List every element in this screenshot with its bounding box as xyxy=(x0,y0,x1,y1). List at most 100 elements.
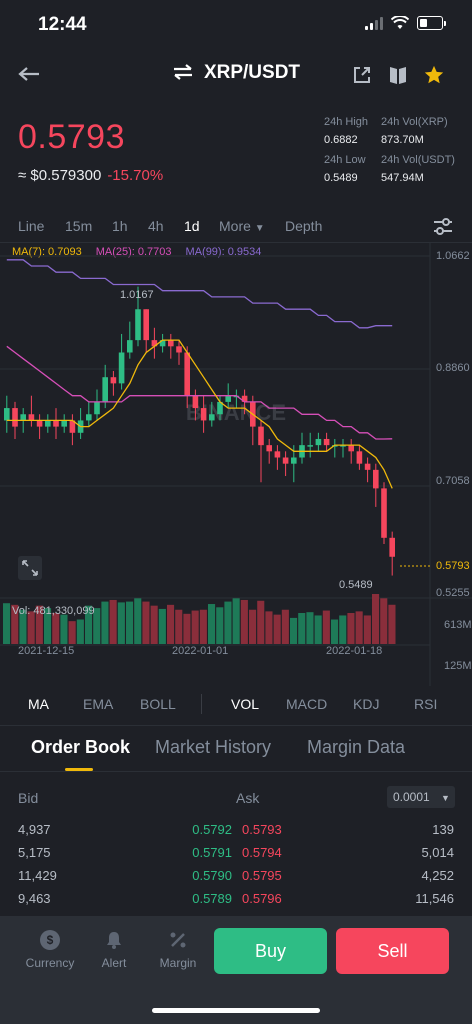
indicator-vol[interactable]: VOL xyxy=(231,696,260,712)
volume-bar xyxy=(27,611,35,644)
pair-title[interactable]: XRP/USDT xyxy=(0,62,472,84)
stat-vol-xrp-value: 873.70M xyxy=(381,134,424,146)
ma7-label: MA(7): 0.7093 xyxy=(12,246,82,258)
bid-size: 4,937 xyxy=(18,822,51,837)
volume-bar xyxy=(347,613,355,644)
candle-body xyxy=(364,463,371,470)
candle-body xyxy=(291,457,297,464)
tf-1h[interactable]: 1h xyxy=(112,218,128,234)
axis-price-5: 0.5255 xyxy=(436,587,470,599)
settings-sliders-icon[interactable] xyxy=(432,218,454,236)
ask-size: 11,546 xyxy=(415,891,454,906)
candle-body xyxy=(274,451,281,458)
candle-body xyxy=(373,469,379,489)
ask-price: 0.5794 xyxy=(242,845,282,860)
nav-margin[interactable]: Margin xyxy=(148,930,208,970)
candle-body xyxy=(381,488,387,538)
tf-15m[interactable]: 15m xyxy=(65,218,93,234)
volume-bar xyxy=(126,601,134,644)
candle-body xyxy=(340,445,346,447)
volume-bar xyxy=(265,611,273,644)
stat-vol-usdt-value: 547.94M xyxy=(381,172,424,184)
bid-header: Bid xyxy=(18,790,39,806)
volume-bar xyxy=(3,603,11,644)
tab-market-history[interactable]: Market History xyxy=(155,737,272,757)
candle-body xyxy=(348,445,354,452)
candlestick-chart[interactable]: BINANCE 1.0167 0.5489 xyxy=(0,242,472,686)
caret-down-icon: ▼ xyxy=(254,223,265,234)
ask-size: 5,014 xyxy=(421,845,454,860)
tab-margin-data[interactable]: Margin Data xyxy=(307,737,406,757)
candle-body xyxy=(69,420,76,433)
candle-body xyxy=(315,438,322,446)
stat-high-label: 24h High xyxy=(324,116,369,128)
bid-price: 0.5789 xyxy=(192,891,232,906)
tf-more[interactable]: More ▼ xyxy=(219,218,265,234)
percent-icon xyxy=(170,932,186,948)
back-arrow-icon[interactable] xyxy=(18,66,40,82)
battery-icon xyxy=(417,16,446,30)
bid-size: 5,175 xyxy=(18,845,51,860)
tf-depth[interactable]: Depth xyxy=(285,218,323,234)
volume-bar xyxy=(306,612,314,644)
orderbook-row[interactable]: 4,937 0.5792 0.5793 139 xyxy=(0,822,472,848)
volume-bar xyxy=(85,605,93,644)
volume-bar xyxy=(355,611,363,644)
volume-bar xyxy=(183,613,191,644)
fiat-price: ≈ $0.579300 -15.70% xyxy=(18,167,163,184)
volume-bar xyxy=(191,610,199,644)
indicator-kdj[interactable]: KDJ xyxy=(353,696,380,712)
tab-order-book[interactable]: Order Book xyxy=(31,737,131,757)
bid-price: 0.5792 xyxy=(192,822,232,837)
indicator-macd[interactable]: MACD xyxy=(286,696,328,712)
volume-min: 125M xyxy=(444,660,472,672)
stat-vol-xrp-label: 24h Vol(XRP) xyxy=(381,116,448,128)
volume-bar xyxy=(117,602,125,644)
indicator-rsi[interactable]: RSI xyxy=(414,696,438,712)
ask-size: 4,252 xyxy=(421,868,454,883)
ma-legend: MA(7): 0.7093 MA(25): 0.7703 MA(99): 0.9… xyxy=(12,246,261,258)
volume-bar xyxy=(68,621,76,644)
candle-body xyxy=(135,309,141,341)
indicator-ma[interactable]: MA xyxy=(28,696,49,712)
low-marker-label: 0.5489 xyxy=(339,579,373,591)
candle-body xyxy=(200,408,207,421)
candle-body xyxy=(209,414,215,421)
axis-price-3: 0.7058 xyxy=(436,475,470,487)
indicator-boll[interactable]: BOLL xyxy=(140,696,176,712)
orderbook-row[interactable]: 9,463 0.5789 0.5796 11,546 xyxy=(0,891,472,917)
candle-body xyxy=(192,395,199,409)
nav-currency[interactable]: $ Currency xyxy=(20,930,80,970)
tf-line[interactable]: Line xyxy=(18,218,45,234)
buy-button[interactable]: Buy xyxy=(214,928,327,974)
sell-button[interactable]: Sell xyxy=(336,928,449,974)
volume-bar xyxy=(52,613,60,644)
volume-bar xyxy=(167,604,175,644)
candle-body xyxy=(12,408,18,427)
swap-arrows-icon xyxy=(173,64,192,80)
orderbook-row[interactable]: 5,175 0.5791 0.5794 5,014 xyxy=(0,845,472,871)
divider xyxy=(0,725,472,726)
divider xyxy=(201,694,202,714)
book-icon[interactable] xyxy=(388,64,408,86)
tf-1d[interactable]: 1d xyxy=(184,218,200,234)
precision-select[interactable]: 0.0001 ▼ xyxy=(387,786,455,808)
indicator-ema[interactable]: EMA xyxy=(83,696,114,712)
expand-icon[interactable] xyxy=(18,556,42,580)
ask-header: Ask xyxy=(236,790,260,806)
share-icon[interactable] xyxy=(352,65,372,85)
volume-label: Vol: 481,330,099 xyxy=(12,605,95,617)
tf-4h[interactable]: 4h xyxy=(148,218,164,234)
date-label-3: 2022-01-18 xyxy=(326,645,383,657)
candle-body xyxy=(143,309,149,341)
dollar-icon: $ xyxy=(40,930,60,950)
volume-bar xyxy=(257,600,265,644)
candle-body xyxy=(61,420,67,427)
candle-body xyxy=(168,340,174,347)
orderbook-row[interactable]: 11,429 0.5790 0.5795 4,252 xyxy=(0,868,472,894)
volume-bar xyxy=(314,615,322,644)
wifi-icon xyxy=(391,16,409,29)
nav-alert[interactable]: Alert xyxy=(84,930,144,970)
axis-price-1: 1.0662 xyxy=(436,250,470,262)
favorite-star-icon[interactable] xyxy=(423,64,445,86)
